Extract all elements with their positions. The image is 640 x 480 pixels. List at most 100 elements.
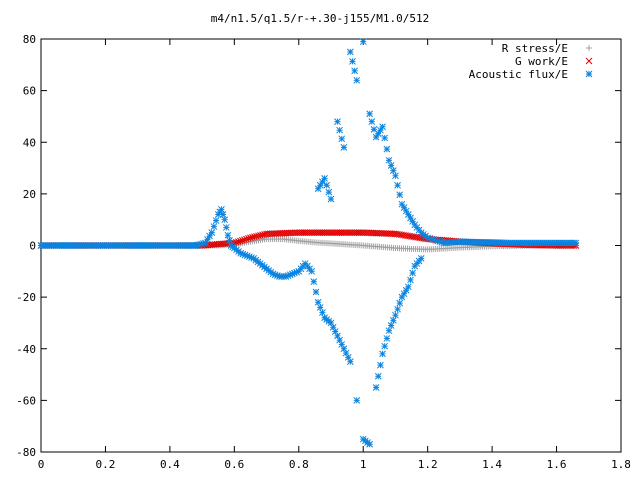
y-tick-label: -60 <box>16 394 36 407</box>
data-point <box>232 238 240 246</box>
data-point <box>321 175 328 182</box>
data-point <box>334 118 341 125</box>
data-point <box>374 372 382 380</box>
data-point <box>383 335 391 342</box>
y-tick-label: -20 <box>16 291 36 304</box>
data-point <box>359 38 367 45</box>
x-tick-label: 0 <box>38 458 45 471</box>
x-tick-label: 1.8 <box>611 458 631 471</box>
data-point <box>366 110 374 118</box>
y-tick-label: 80 <box>23 33 36 46</box>
data-point <box>385 327 393 335</box>
legend-marker <box>585 70 593 78</box>
data-point <box>224 231 232 239</box>
data-point <box>351 67 358 75</box>
data-point <box>353 397 361 404</box>
data-point <box>346 48 354 56</box>
data-point <box>366 440 374 448</box>
data-point <box>387 322 395 329</box>
data-point <box>241 236 248 244</box>
data-point <box>222 224 230 231</box>
data-point <box>219 211 227 218</box>
data-point <box>392 311 399 319</box>
data-point <box>383 145 391 153</box>
data-point <box>249 233 256 241</box>
data-point <box>394 305 401 313</box>
legend-label: R stress/E <box>502 42 568 55</box>
data-point <box>379 123 386 131</box>
series-2 <box>37 38 580 448</box>
series-layer <box>37 38 580 448</box>
chart-title: m4/n1.5/q1.5/r-+.30-j155/M1.0/512 <box>211 12 430 25</box>
data-point <box>325 188 333 196</box>
data-point <box>407 276 414 284</box>
data-point <box>255 232 262 240</box>
x-tick-label: 0.2 <box>96 458 116 471</box>
data-point <box>208 229 216 236</box>
x-tick-label: 1.6 <box>547 458 567 471</box>
data-point <box>243 235 250 243</box>
data-point <box>417 255 425 262</box>
data-point <box>340 144 348 151</box>
data-point <box>409 269 416 277</box>
data-point <box>221 216 229 224</box>
legend-label: G work/E <box>515 55 568 68</box>
data-point <box>310 278 318 285</box>
legend-marker <box>586 45 592 51</box>
data-point <box>389 317 397 324</box>
data-point <box>389 167 397 174</box>
data-point <box>245 235 252 242</box>
y-tick-label: -80 <box>16 446 36 459</box>
data-point <box>312 288 320 296</box>
data-point <box>251 233 258 241</box>
data-point <box>368 118 376 125</box>
data-point <box>257 231 264 239</box>
data-point <box>381 342 389 350</box>
x-tick-label: 1 <box>360 458 367 471</box>
data-point <box>237 237 244 245</box>
data-point <box>253 232 260 240</box>
x-tick-label: 0.6 <box>224 458 244 471</box>
y-tick-label: -40 <box>16 343 36 356</box>
data-point <box>259 231 266 239</box>
x-tick-label: 0.8 <box>289 458 309 471</box>
legend-label: Acoustic flux/E <box>469 68 568 81</box>
data-point <box>572 239 580 247</box>
data-point <box>239 236 246 244</box>
y-tick-label: 40 <box>23 136 36 149</box>
x-tick-label: 0.4 <box>160 458 180 471</box>
data-point <box>353 76 361 84</box>
data-point <box>379 350 386 358</box>
data-point <box>336 126 343 134</box>
data-point <box>218 206 225 213</box>
data-point <box>346 358 354 366</box>
data-point <box>381 134 389 142</box>
legend-marker <box>585 57 593 65</box>
data-point <box>210 223 218 230</box>
data-point <box>214 211 222 218</box>
data-point <box>396 299 404 307</box>
y-tick-label: 0 <box>29 240 36 253</box>
x-tick-label: 1.2 <box>418 458 438 471</box>
data-point <box>377 361 384 369</box>
data-point <box>396 191 404 199</box>
data-point <box>212 217 220 224</box>
data-point <box>394 181 401 189</box>
data-point <box>314 298 322 306</box>
data-point <box>349 58 356 65</box>
y-tick-label: 20 <box>23 188 36 201</box>
data-point <box>247 234 254 242</box>
data-point <box>327 195 335 203</box>
data-point <box>392 172 399 180</box>
data-point <box>387 162 395 169</box>
data-point <box>372 384 380 391</box>
y-tick-label: 60 <box>23 85 36 98</box>
x-tick-label: 1.4 <box>482 458 502 471</box>
data-point <box>385 156 393 164</box>
data-point <box>316 304 324 311</box>
data-point <box>404 283 412 291</box>
data-point <box>338 135 346 143</box>
data-point <box>308 267 316 275</box>
